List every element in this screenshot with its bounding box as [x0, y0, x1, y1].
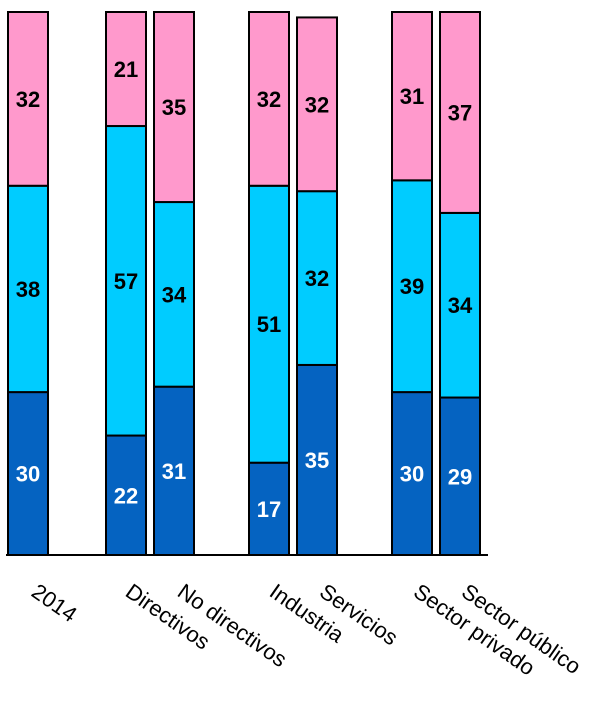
- bar-segment: [248, 461, 290, 556]
- bar-segment: [248, 11, 290, 187]
- data-label: 17: [257, 497, 281, 522]
- value-labels-layer: 30 38 32 22 57 21 31 34 35 17 51 32 35 32 32 30 39 31 29 34…: [16, 57, 473, 522]
- bar-segment: [105, 11, 147, 128]
- data-label: 32: [305, 92, 329, 117]
- bar-segment: [153, 201, 195, 388]
- data-label: 35: [305, 448, 329, 473]
- data-label: 32: [257, 87, 281, 112]
- data-label: 57: [114, 269, 138, 294]
- data-label: 34: [448, 293, 473, 318]
- bar-segment: [153, 11, 195, 204]
- data-label: 22: [114, 483, 138, 508]
- bar-segment: [105, 434, 147, 557]
- bar-segment: [439, 211, 481, 399]
- data-label: 21: [114, 57, 138, 82]
- bar-segment: [391, 391, 433, 556]
- category-label: 2014: [27, 579, 81, 628]
- bar-segment: [7, 391, 49, 556]
- data-label: 34: [162, 282, 187, 307]
- data-label: 39: [400, 274, 424, 299]
- bar-segment: [7, 11, 49, 187]
- data-label: 30: [16, 462, 40, 487]
- data-label: 32: [16, 87, 40, 112]
- bar-segment: [391, 179, 433, 394]
- bar-segment: [439, 11, 481, 214]
- data-label: 30: [400, 462, 424, 487]
- bar-segment: [296, 16, 338, 193]
- bar-segment: [105, 125, 147, 437]
- data-label: 29: [448, 464, 472, 489]
- data-label: 31: [162, 459, 186, 484]
- bar-segment: [439, 396, 481, 556]
- data-label: 32: [305, 266, 329, 291]
- data-label: 31: [400, 84, 424, 109]
- data-label: 51: [257, 312, 281, 337]
- bar-segment: [7, 184, 49, 394]
- bar-segment: [248, 184, 290, 464]
- data-label: 38: [16, 277, 40, 302]
- data-label: 35: [162, 95, 186, 120]
- bar-segment: [391, 11, 433, 182]
- bars-layer: [7, 11, 481, 557]
- data-label: 37: [448, 100, 472, 125]
